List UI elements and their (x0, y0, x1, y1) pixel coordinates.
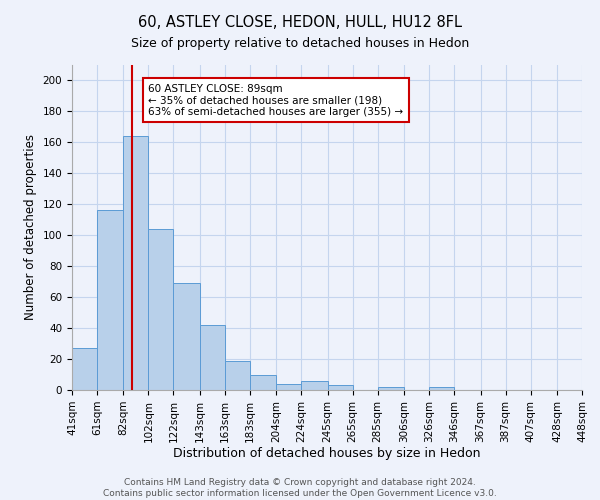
Bar (200, 325, 225, 390)
Bar (124, 136, 148, 390)
Bar (301, 380, 328, 390)
Bar (378, 387, 404, 390)
X-axis label: Distribution of detached houses by size in Hedon: Distribution of detached houses by size … (173, 448, 481, 460)
Bar (250, 374, 276, 390)
Y-axis label: Number of detached properties: Number of detached properties (24, 134, 37, 320)
Bar (429, 387, 454, 390)
Bar (225, 360, 250, 390)
Text: 60 ASTLEY CLOSE: 89sqm
← 35% of detached houses are smaller (198)
63% of semi-de: 60 ASTLEY CLOSE: 89sqm ← 35% of detached… (148, 84, 404, 117)
Bar (148, 229, 173, 390)
Bar (97, 210, 124, 390)
Bar (72, 348, 97, 390)
Bar (173, 283, 200, 390)
Bar (276, 384, 301, 390)
Text: 60, ASTLEY CLOSE, HEDON, HULL, HU12 8FL: 60, ASTLEY CLOSE, HEDON, HULL, HU12 8FL (138, 15, 462, 30)
Text: Contains HM Land Registry data © Crown copyright and database right 2024.
Contai: Contains HM Land Registry data © Crown c… (103, 478, 497, 498)
Text: Size of property relative to detached houses in Hedon: Size of property relative to detached ho… (131, 38, 469, 51)
Bar (328, 386, 353, 390)
